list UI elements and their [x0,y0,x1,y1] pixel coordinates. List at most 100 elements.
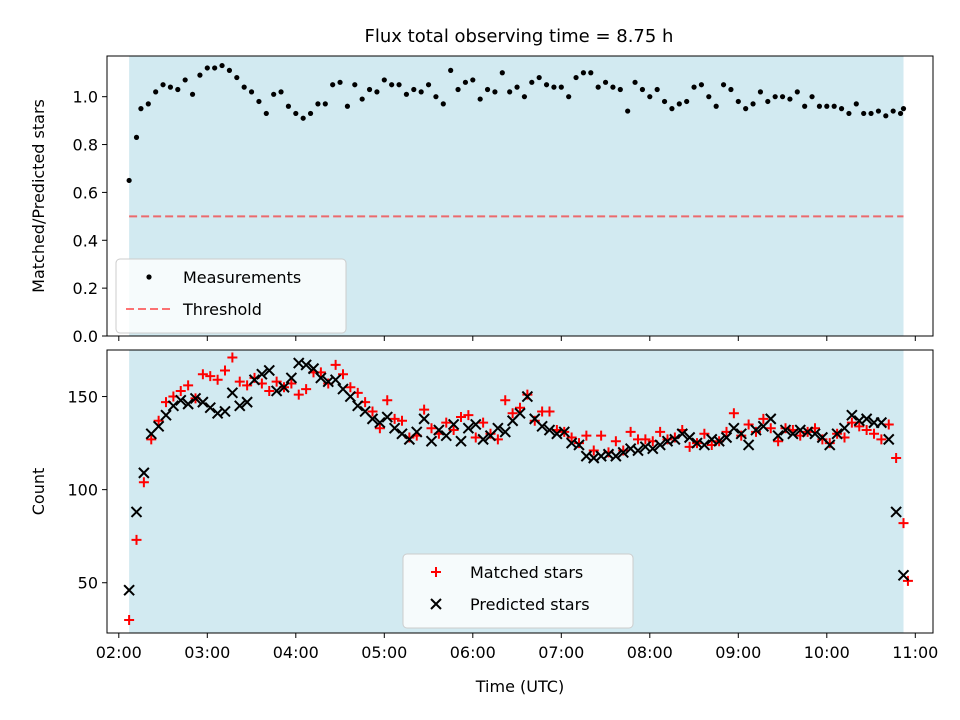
predicted-star-point [396,428,408,440]
predicted-star-point [536,420,548,433]
predicted-star-point [492,422,504,434]
predicted-star-point [462,422,475,434]
measurement-point [617,86,623,93]
matched-star-point [389,413,400,424]
matched-star-point [544,406,555,417]
x-tick-label: 03:00 [184,643,230,662]
measurement-point [234,74,240,81]
measurement-point [684,98,690,105]
matched-star-point [780,423,791,434]
measurement-point [499,70,505,76]
measurement-point [366,86,373,93]
predicted-star-point [514,407,526,420]
predicted-star-point [278,381,290,393]
matched-star-point [529,415,540,426]
measurement-point [219,62,225,69]
legend-label: Threshold [182,300,262,319]
predicted-star-point [130,506,143,518]
measurement-point [536,74,542,81]
matched-star-point [662,434,673,445]
predicted-star-point [307,362,320,375]
matched-star-point [588,445,599,456]
matched-star-point [507,408,518,419]
measurement-point [831,103,837,109]
matched-star-point [773,436,784,447]
predicted-star-point [189,392,202,405]
matched-star-point [640,434,651,445]
measurement-point [403,91,410,97]
matched-star-point [426,423,437,434]
predicted-star-point [824,439,836,451]
matched-star-point [574,438,584,449]
x-tick-label: 05:00 [361,643,407,662]
predicted-star-point [809,428,821,440]
measurement-point [492,89,498,95]
count-panel: 50 100 150 02:00 03:00 04:00 05:00 06:00 07:00 08… [29,349,938,696]
predicted-star-point [219,405,231,418]
matched-star-point [581,430,592,441]
measurement-point [241,84,247,90]
measurement-point [514,84,520,90]
measurement-point [189,91,196,97]
predicted-star-point [735,428,747,440]
predicted-star-point [226,387,239,399]
matched-star-point [470,432,481,443]
predicted-star-point [263,364,275,377]
measurement-point [138,106,144,112]
measurement-point [625,108,631,114]
measurement-point [521,94,528,100]
matched-star-point [293,389,304,400]
predicted-star-point [765,413,777,425]
predicted-star-point [779,424,792,436]
matched-star-point [330,359,341,370]
legend: Matched stars Predicted stars [402,553,634,629]
y-tick-label: 0.0 [73,327,98,346]
legend-label: Predicted stars [470,595,590,614]
measurement-point [706,94,712,100]
matched-star-point [478,417,489,428]
predicted-star-point [315,372,327,384]
ratio-panel: 0.0 0.2 0.4 0.6 0.8 1.0 Matched/Predicted star… [29,55,934,346]
axes-frame [106,55,934,337]
matched-star-point [220,365,230,376]
matched-star-point [264,385,275,396]
measurement-point [846,110,852,117]
matched-star-point [610,436,621,447]
measurement-point [838,106,845,112]
measurement-point [890,108,896,114]
predicted-star-point [831,428,843,440]
measurement-point [278,89,284,95]
predicted-star-point [256,368,268,380]
matched-star-point [419,404,430,415]
matched-star-point [441,417,452,428]
axes-frame [106,349,934,634]
predicted-star-point [248,374,261,386]
predicted-star-point [683,431,696,444]
matched-star-point [758,413,769,424]
measurement-point [197,72,203,78]
matched-star-point [817,434,828,445]
measurement-point [897,110,904,117]
measurement-point [330,82,336,88]
matched-star-point [131,534,142,545]
predicted-star-point [138,467,150,479]
predicted-star-point [728,422,740,434]
measurement-point [772,94,778,100]
x-tick-label: 10:00 [804,643,850,662]
matched-star-point [183,380,194,391]
measurement-point [307,110,314,117]
measurement-point [484,86,491,93]
matched-star-point [854,421,865,432]
matched-star-point [485,428,496,439]
predicted-star-point [676,428,688,440]
measurement-point [765,98,771,105]
matched-star-point [345,382,356,393]
legend-label: Matched stars [470,563,583,582]
matched-star-point [197,369,208,380]
measurement-point [900,106,907,112]
measurement-point [654,86,660,93]
matched-star-point [515,402,525,413]
measurement-point [440,101,446,107]
measurement-point [580,70,587,76]
predicted-star-point [160,409,172,421]
